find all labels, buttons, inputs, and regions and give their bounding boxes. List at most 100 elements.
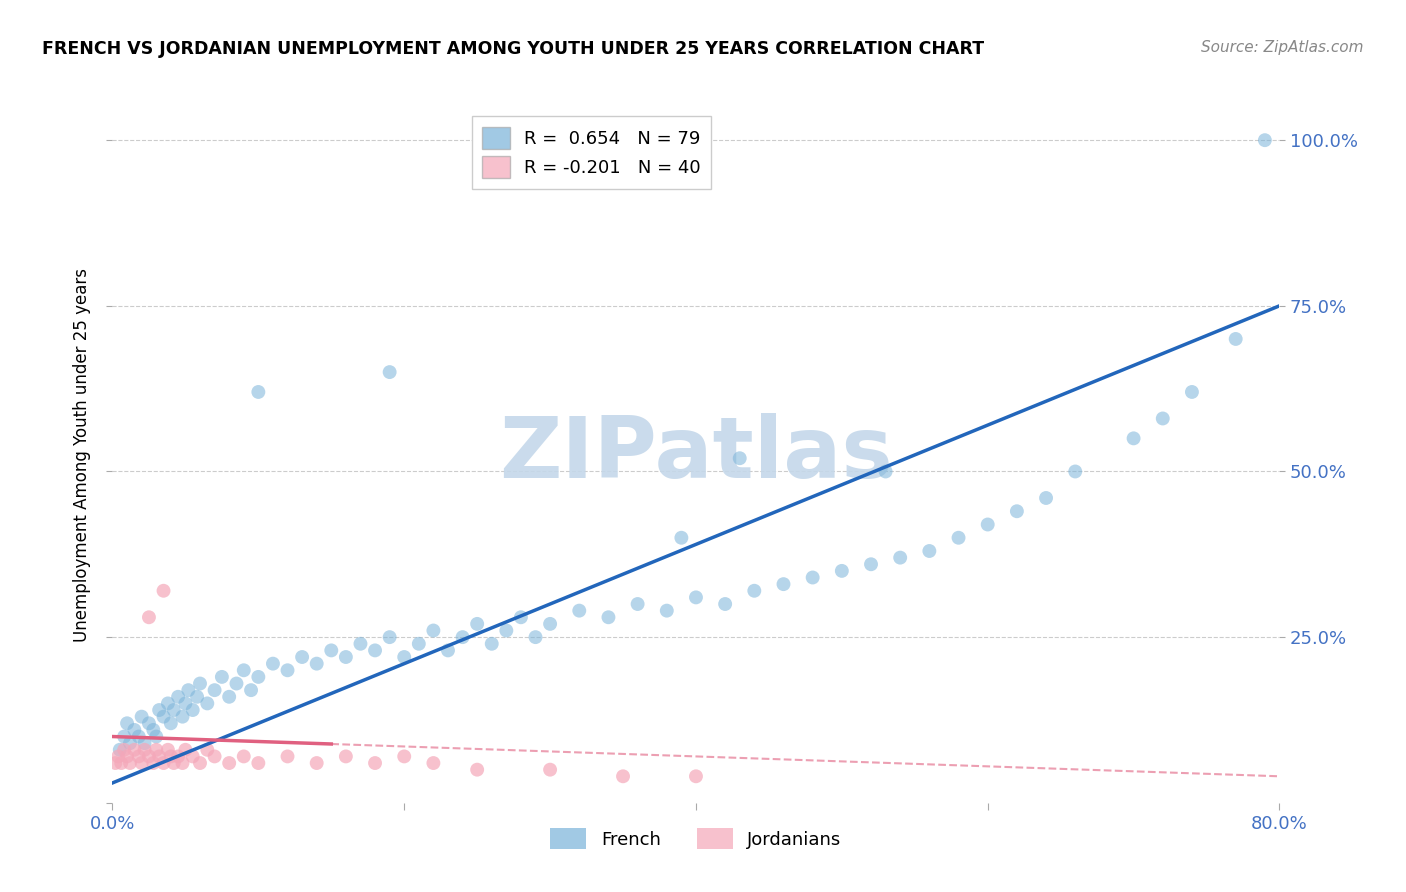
Point xyxy=(247,670,270,684)
Point xyxy=(195,743,218,757)
Point xyxy=(232,749,254,764)
Point xyxy=(948,531,970,545)
Point xyxy=(538,763,561,777)
Point xyxy=(138,749,160,764)
Point xyxy=(831,564,853,578)
Point xyxy=(1152,411,1174,425)
Point xyxy=(538,616,561,631)
Point xyxy=(860,558,883,572)
Point xyxy=(321,643,343,657)
Point xyxy=(188,676,211,690)
Point xyxy=(167,690,190,704)
Point xyxy=(422,756,444,770)
Legend: French, Jordanians: French, Jordanians xyxy=(543,822,849,856)
Point xyxy=(378,630,401,644)
Point xyxy=(349,637,371,651)
Point xyxy=(509,610,531,624)
Point xyxy=(172,756,194,770)
Point xyxy=(118,756,141,770)
Point xyxy=(728,451,751,466)
Point xyxy=(156,697,179,711)
Point xyxy=(1035,491,1057,505)
Point xyxy=(714,597,737,611)
Point xyxy=(247,384,270,399)
Text: Source: ZipAtlas.com: Source: ZipAtlas.com xyxy=(1201,40,1364,55)
Point xyxy=(163,756,186,770)
Point xyxy=(152,756,174,770)
Point xyxy=(276,749,298,764)
Point xyxy=(394,650,416,665)
Point xyxy=(108,743,131,757)
Point xyxy=(742,583,765,598)
Point xyxy=(976,517,998,532)
Point xyxy=(134,736,156,750)
Point xyxy=(152,709,174,723)
Point xyxy=(160,716,183,731)
Point xyxy=(918,544,941,558)
Point xyxy=(408,637,430,651)
Point xyxy=(115,749,138,764)
Point xyxy=(124,723,146,737)
Point xyxy=(204,749,226,764)
Point xyxy=(167,749,190,764)
Point xyxy=(627,597,650,611)
Point xyxy=(875,465,897,479)
Point xyxy=(1064,465,1087,479)
Point xyxy=(148,749,170,764)
Point xyxy=(437,643,460,657)
Point xyxy=(305,657,328,671)
Point xyxy=(172,709,194,723)
Point xyxy=(174,697,197,711)
Point xyxy=(156,743,179,757)
Point xyxy=(128,730,150,744)
Point xyxy=(655,604,678,618)
Point xyxy=(148,703,170,717)
Point xyxy=(1225,332,1247,346)
Point xyxy=(262,657,284,671)
Point xyxy=(568,604,591,618)
Point xyxy=(160,749,183,764)
Point xyxy=(305,756,328,770)
Point xyxy=(142,756,165,770)
Text: ZIPatlas: ZIPatlas xyxy=(499,413,893,497)
Point xyxy=(240,683,263,698)
Point xyxy=(1122,431,1144,445)
Point xyxy=(465,616,488,631)
Point xyxy=(112,743,135,757)
Point xyxy=(291,650,314,665)
Point xyxy=(181,703,204,717)
Point xyxy=(218,690,240,704)
Point xyxy=(481,637,503,651)
Point xyxy=(145,743,167,757)
Point xyxy=(495,624,517,638)
Point xyxy=(524,630,547,644)
Point xyxy=(1005,504,1028,518)
Point xyxy=(138,716,160,731)
Point xyxy=(232,663,254,677)
Point xyxy=(134,743,156,757)
Point xyxy=(131,756,153,770)
Point xyxy=(211,670,233,684)
Point xyxy=(1181,384,1204,399)
Point xyxy=(138,610,160,624)
Point xyxy=(685,591,707,605)
Point xyxy=(364,756,387,770)
Point xyxy=(118,736,141,750)
Y-axis label: Unemployment Among Youth under 25 years: Unemployment Among Youth under 25 years xyxy=(73,268,91,642)
Point xyxy=(1254,133,1277,147)
Point xyxy=(181,749,204,764)
Point xyxy=(124,743,146,757)
Point xyxy=(186,690,208,704)
Point xyxy=(364,643,387,657)
Point xyxy=(247,756,270,770)
Text: FRENCH VS JORDANIAN UNEMPLOYMENT AMONG YOUTH UNDER 25 YEARS CORRELATION CHART: FRENCH VS JORDANIAN UNEMPLOYMENT AMONG Y… xyxy=(42,40,984,58)
Point xyxy=(422,624,444,638)
Point xyxy=(163,703,186,717)
Point xyxy=(218,756,240,770)
Point xyxy=(115,716,138,731)
Point xyxy=(801,570,824,584)
Point xyxy=(394,749,416,764)
Point xyxy=(465,763,488,777)
Point xyxy=(177,683,200,698)
Point xyxy=(152,583,174,598)
